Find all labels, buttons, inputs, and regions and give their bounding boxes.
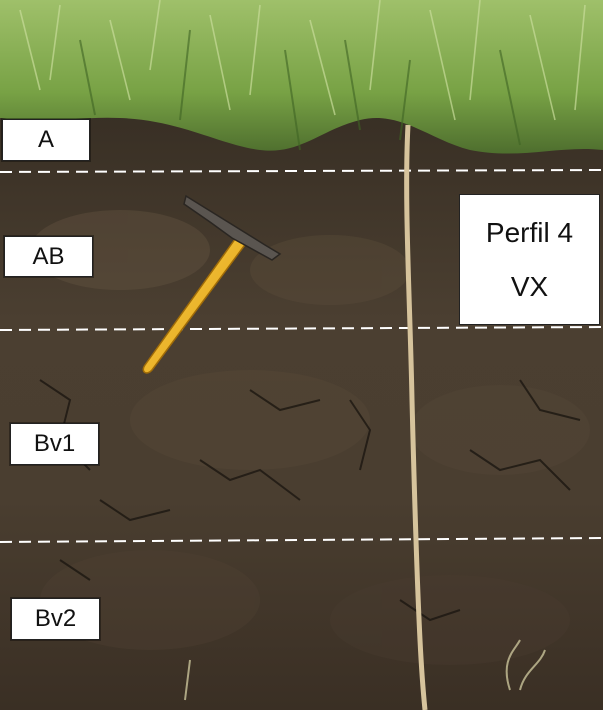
profile-number: Perfil 4 <box>485 216 574 248</box>
measuring-tape <box>404 124 428 710</box>
horizon-label-bv2: Bv2 <box>11 598 100 640</box>
profile-id-box: Perfil 4 VX <box>459 194 600 325</box>
boundary-bv1-bv2 <box>0 537 603 543</box>
profile-code: VX <box>510 270 549 302</box>
horizon-label-a-text: A <box>37 126 54 153</box>
horizon-boundaries <box>0 169 603 543</box>
boundary-ab-bv1 <box>0 326 603 331</box>
grass-layer <box>0 0 603 154</box>
horizon-label-ab-text: AB <box>32 242 65 270</box>
geological-hammer <box>142 194 282 374</box>
horizon-label-bv2-text: Bv2 <box>34 605 77 632</box>
horizon-label-a: A <box>2 119 90 161</box>
boundary-a-ab <box>0 169 603 173</box>
horizon-label-bv1-text: Bv1 <box>33 430 76 457</box>
horizon-label-ab: AB <box>4 236 93 277</box>
grass-blades <box>19 0 586 121</box>
horizon-label-bv1: Bv1 <box>10 423 99 465</box>
